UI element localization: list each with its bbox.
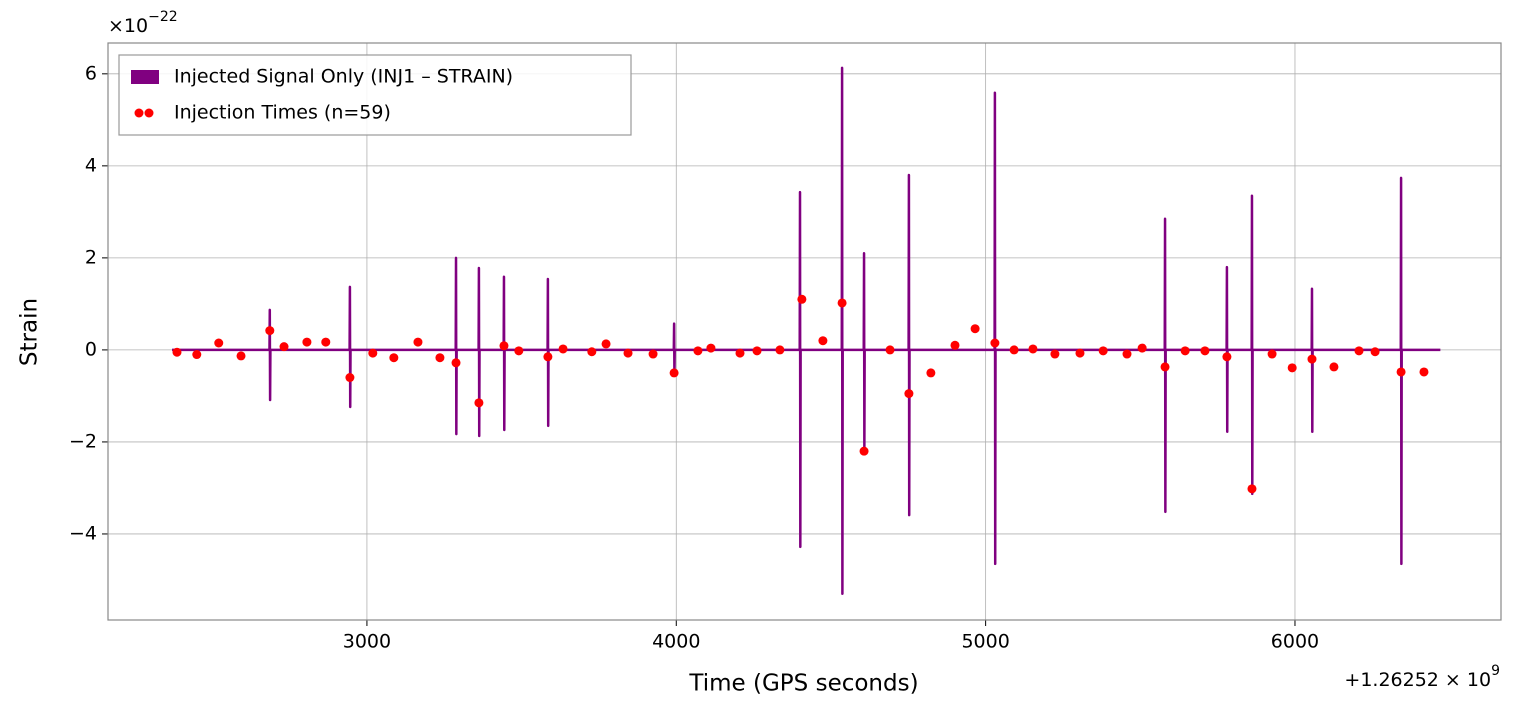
x-tick-label: 4000: [652, 631, 700, 653]
injection-point: [1028, 344, 1038, 354]
injection-point: [321, 337, 331, 347]
injection-point: [587, 347, 597, 357]
injection-point: [752, 346, 762, 356]
injection-point: [1180, 346, 1190, 356]
y-multiplier: ×10−22: [108, 9, 178, 37]
x-tick-label: 3000: [343, 631, 391, 653]
injection-point: [970, 324, 980, 334]
y-tick-label: −2: [69, 430, 97, 452]
injection-point: [1050, 349, 1060, 359]
injection-point: [543, 352, 553, 362]
injection-point: [1267, 349, 1277, 359]
injection-point: [1354, 346, 1364, 356]
injection-point: [1098, 346, 1108, 356]
injection-point: [558, 344, 568, 354]
injection-point: [279, 342, 289, 352]
injection-point: [669, 368, 679, 378]
signal-line: [172, 66, 1441, 596]
injection-point: [514, 346, 524, 356]
injection-point: [214, 338, 224, 348]
injection-point: [265, 326, 275, 336]
injection-point: [990, 338, 1000, 348]
injection-point: [1122, 349, 1132, 359]
injection-point: [1200, 346, 1210, 356]
injection-point: [1075, 348, 1085, 358]
x-offset-base: +1.26252 × 10: [1344, 669, 1491, 691]
legend-label: Injected Signal Only (INJ1 – STRAIN): [174, 66, 513, 88]
injection-point: [1419, 367, 1429, 377]
injection-point: [451, 358, 461, 368]
injection-point: [1329, 362, 1339, 372]
injection-point: [926, 368, 936, 378]
y-tick-label: 6: [85, 62, 97, 84]
y-tick-label: 4: [85, 154, 97, 176]
legend-marker: [131, 70, 159, 84]
injection-point: [474, 398, 484, 408]
legend-box: [118, 54, 632, 136]
injection-point: [693, 346, 703, 356]
legend-label: Injection Times (n=59): [174, 102, 391, 124]
injection-point: [818, 336, 828, 346]
y-axis-label: Strain: [17, 298, 43, 366]
legend-marker: [134, 108, 144, 118]
injection-point: [1160, 362, 1170, 372]
y-tick-label: 0: [85, 338, 97, 360]
y-multiplier-base: ×10: [108, 15, 148, 37]
injection-point: [601, 339, 611, 349]
legend-marker: [144, 108, 154, 118]
injection-point: [1396, 367, 1406, 377]
x-offset-exponent: 9: [1491, 663, 1500, 679]
injection-point: [499, 341, 509, 351]
injection-point: [413, 337, 423, 347]
injection-point: [236, 351, 246, 361]
injection-point: [1307, 354, 1317, 364]
y-tick-label: −4: [69, 522, 97, 544]
injection-point: [368, 348, 378, 358]
injection-point: [172, 347, 182, 357]
y-multiplier-exponent: −22: [148, 9, 178, 25]
injection-point: [623, 348, 633, 358]
injection-point: [859, 446, 869, 456]
injection-point: [775, 345, 785, 355]
injection-point: [885, 345, 895, 355]
x-tick-label: 6000: [1271, 631, 1319, 653]
injection-point: [648, 349, 658, 359]
y-tick-label: 2: [85, 246, 97, 268]
injection-point: [435, 353, 445, 363]
injection-point: [302, 337, 312, 347]
x-axis-label: Time (GPS seconds): [688, 671, 918, 697]
injection-point: [797, 294, 807, 304]
injection-point: [192, 350, 202, 360]
injection-point: [1222, 352, 1232, 362]
injection-point: [1287, 363, 1297, 373]
injection-point: [735, 348, 745, 358]
injection-point: [904, 389, 914, 399]
injection-point: [1370, 347, 1380, 357]
injection-point: [837, 298, 847, 308]
injection-point: [345, 373, 355, 383]
injection-point: [950, 340, 960, 350]
injection-point: [389, 353, 399, 363]
x-offset: +1.26252 × 109: [1344, 663, 1500, 691]
injection-point: [1009, 345, 1019, 355]
injection-point: [1247, 484, 1257, 494]
injection-point: [706, 343, 716, 353]
injection-point: [1137, 343, 1147, 353]
x-tick-label: 5000: [961, 631, 1009, 653]
axes-frame: [107, 42, 1502, 621]
